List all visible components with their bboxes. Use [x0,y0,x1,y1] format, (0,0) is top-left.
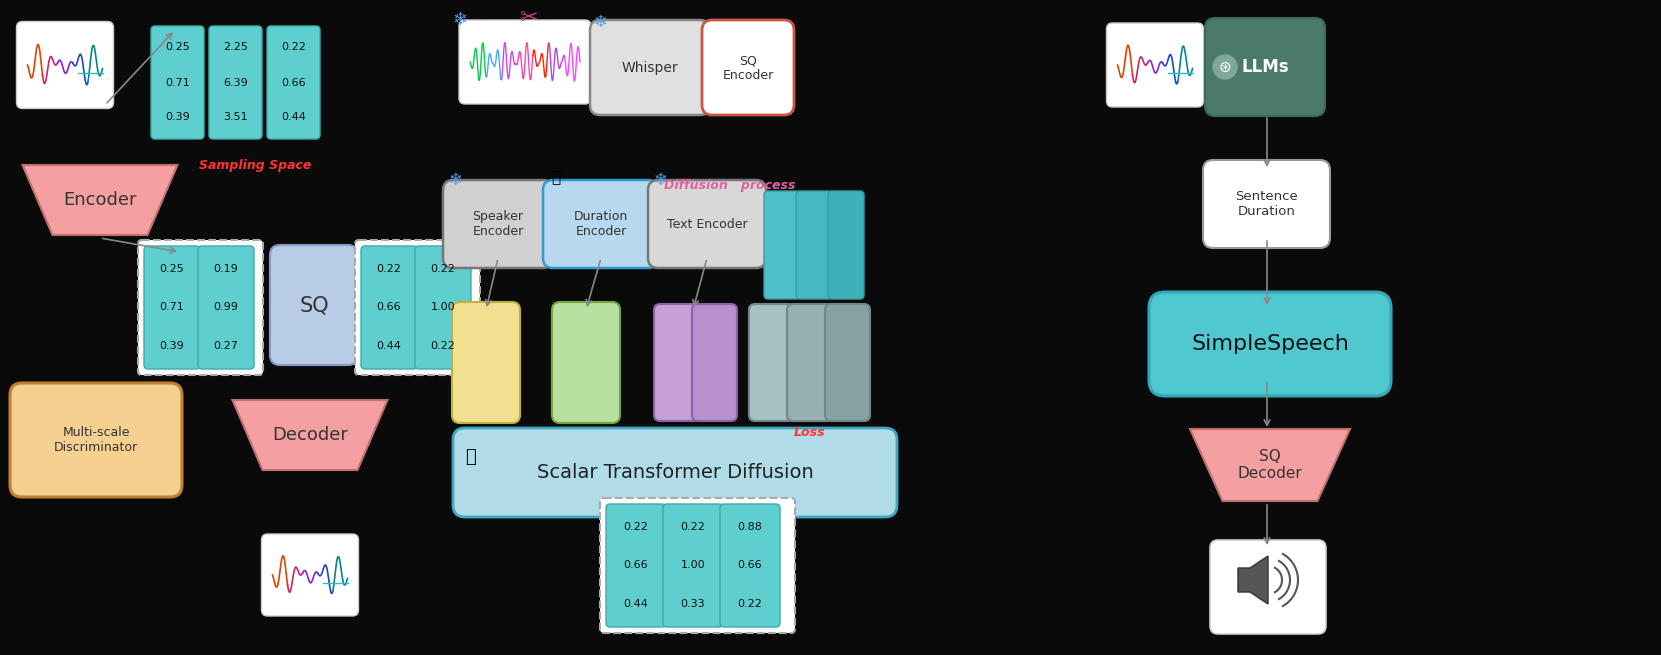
Text: ⊛: ⊛ [1219,60,1231,75]
Text: Scalar Transformer Diffusion: Scalar Transformer Diffusion [537,464,814,483]
FancyBboxPatch shape [719,504,781,627]
FancyBboxPatch shape [654,304,699,421]
Text: 0.99: 0.99 [214,303,239,312]
Text: SQ
Encoder: SQ Encoder [723,54,774,82]
FancyBboxPatch shape [648,180,766,268]
Text: 0.44: 0.44 [281,113,306,122]
Text: Duration
Encoder: Duration Encoder [573,210,628,238]
Text: 🔥: 🔥 [465,448,475,466]
FancyBboxPatch shape [453,428,897,517]
Text: 0.33: 0.33 [681,599,706,609]
Text: 0.22: 0.22 [430,341,455,351]
Text: 0.88: 0.88 [737,522,762,532]
FancyBboxPatch shape [827,191,864,299]
Polygon shape [233,400,387,470]
FancyBboxPatch shape [551,302,620,423]
Text: LLMs: LLMs [1241,58,1289,76]
Text: 0.71: 0.71 [159,303,184,312]
FancyBboxPatch shape [145,246,199,369]
FancyBboxPatch shape [452,302,520,423]
Text: Loss: Loss [794,426,826,438]
Polygon shape [1237,556,1267,604]
Text: 1.00: 1.00 [681,561,706,571]
FancyBboxPatch shape [787,304,832,421]
Text: 0.44: 0.44 [623,599,648,609]
Text: SQ
Decoder: SQ Decoder [1237,449,1302,481]
FancyBboxPatch shape [267,26,321,139]
Text: ✂: ✂ [518,8,537,28]
Text: 0.22: 0.22 [430,264,455,274]
FancyBboxPatch shape [764,191,801,299]
Text: 1.00: 1.00 [430,303,455,312]
Text: 0.66: 0.66 [377,303,402,312]
Text: ❄: ❄ [448,171,462,189]
Text: 0.44: 0.44 [377,341,402,351]
Text: 0.39: 0.39 [159,341,184,351]
Text: 0.25: 0.25 [164,43,189,52]
FancyBboxPatch shape [693,304,737,421]
Text: 0.19: 0.19 [214,264,239,274]
FancyBboxPatch shape [590,20,709,115]
Text: 0.66: 0.66 [281,77,306,88]
Text: 0.22: 0.22 [377,264,402,274]
Circle shape [1213,55,1237,79]
FancyBboxPatch shape [606,504,666,627]
Text: 0.27: 0.27 [214,341,239,351]
FancyBboxPatch shape [458,20,591,104]
Text: 2.25: 2.25 [223,43,247,52]
Text: Text Encoder: Text Encoder [666,217,747,231]
FancyBboxPatch shape [271,245,359,365]
Text: 🔥: 🔥 [551,170,560,185]
FancyBboxPatch shape [1149,292,1390,396]
Polygon shape [1189,429,1350,501]
FancyBboxPatch shape [415,246,472,369]
Text: SQ: SQ [299,295,329,315]
FancyBboxPatch shape [600,498,796,633]
FancyBboxPatch shape [1203,160,1330,248]
FancyBboxPatch shape [360,246,417,369]
FancyBboxPatch shape [443,180,553,268]
FancyBboxPatch shape [703,20,794,115]
Text: Whisper: Whisper [621,61,678,75]
FancyBboxPatch shape [209,26,262,139]
Text: 0.22: 0.22 [281,43,306,52]
Text: 0.71: 0.71 [164,77,189,88]
Text: Sampling Space: Sampling Space [199,159,311,172]
FancyBboxPatch shape [355,240,480,375]
Text: 0.22: 0.22 [681,522,706,532]
Text: 0.66: 0.66 [737,561,762,571]
FancyBboxPatch shape [10,383,183,497]
Text: 6.39: 6.39 [223,77,247,88]
Polygon shape [23,165,178,235]
Text: Decoder: Decoder [272,426,347,444]
FancyBboxPatch shape [261,534,359,616]
FancyBboxPatch shape [796,191,832,299]
Text: Encoder: Encoder [63,191,136,209]
Text: 3.51: 3.51 [223,113,247,122]
Text: ❄: ❄ [593,13,606,31]
FancyBboxPatch shape [1209,540,1325,634]
Text: 0.22: 0.22 [623,522,648,532]
FancyBboxPatch shape [826,304,870,421]
Text: Speaker
Encoder: Speaker Encoder [472,210,523,238]
FancyBboxPatch shape [151,26,204,139]
Text: ❄: ❄ [653,171,668,189]
Text: 0.22: 0.22 [737,599,762,609]
Text: Sentence
Duration: Sentence Duration [1236,190,1299,218]
Text: 0.25: 0.25 [159,264,184,274]
Text: 0.66: 0.66 [623,561,648,571]
FancyBboxPatch shape [17,22,113,109]
Text: Multi-scale
Discriminator: Multi-scale Discriminator [53,426,138,454]
FancyBboxPatch shape [663,504,723,627]
FancyBboxPatch shape [1204,18,1325,116]
FancyBboxPatch shape [543,180,658,268]
FancyBboxPatch shape [138,240,262,375]
Text: ❄: ❄ [452,11,467,29]
FancyBboxPatch shape [1106,23,1204,107]
FancyBboxPatch shape [198,246,254,369]
Text: Diffusion   process: Diffusion process [664,179,796,191]
FancyBboxPatch shape [749,304,794,421]
Text: 0.39: 0.39 [164,113,189,122]
Text: SimpleSpeech: SimpleSpeech [1191,334,1349,354]
